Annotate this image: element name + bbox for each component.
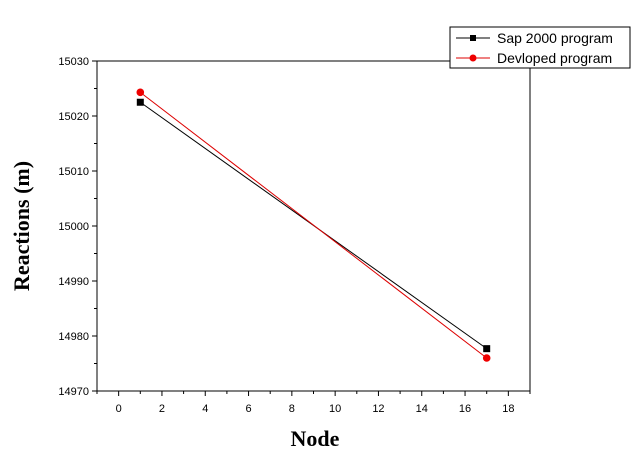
- x-tick-label: 12: [372, 403, 384, 415]
- x-axis-ticks: 0 2 4 6 8 10 12 14 16 18: [96, 391, 531, 415]
- y-tick-label: 15020: [58, 111, 89, 123]
- x-axis-title: Node: [291, 426, 340, 451]
- legend-box: [449, 26, 631, 69]
- legend-marker-sap: [470, 35, 476, 41]
- x-tick-label: 10: [329, 403, 341, 415]
- series-line-1: [139, 91, 488, 359]
- x-tick-label: 8: [289, 403, 295, 415]
- x-tick-label: 18: [502, 403, 514, 415]
- y-tick-label: 14970: [58, 386, 89, 398]
- y-tick-label: 15010: [58, 166, 89, 178]
- x-tick-label: 0: [116, 403, 122, 415]
- series-layer: [136, 88, 491, 362]
- x-tick-label: 4: [202, 403, 208, 415]
- y-axis-ticks: 14970 14980 14990 15000 15010 15020 15030: [58, 56, 97, 398]
- data-point-square: [483, 345, 491, 353]
- legend-label-sap: Sap 2000 program: [497, 30, 613, 46]
- y-tick-label: 15030: [58, 56, 89, 68]
- data-point-square: [136, 98, 144, 106]
- x-tick-label: 6: [245, 403, 251, 415]
- legend-marker-devloped: [469, 54, 477, 62]
- data-point-circle: [482, 354, 491, 362]
- x-tick-label: 2: [159, 403, 165, 415]
- x-tick-label: 14: [416, 403, 428, 415]
- y-tick-label: 15000: [58, 221, 89, 233]
- y-axis-title: Reactions (m): [9, 161, 34, 291]
- x-tick-label: 16: [459, 403, 471, 415]
- y-tick-label: 14990: [58, 276, 89, 288]
- y-tick-label: 14980: [58, 331, 89, 343]
- legend: Sap 2000 program Devloped program: [449, 26, 631, 69]
- data-point-circle: [136, 88, 145, 97]
- legend-label-devloped: Devloped program: [497, 50, 612, 66]
